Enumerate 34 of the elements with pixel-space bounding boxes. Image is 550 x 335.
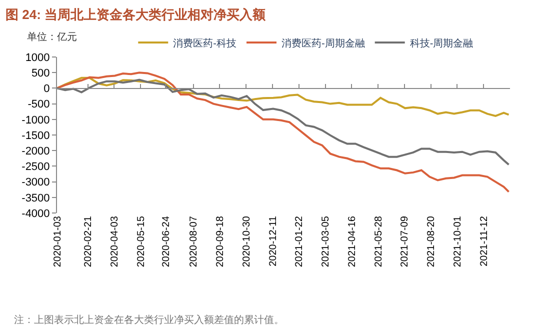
y-tick-label: -1500: [22, 130, 50, 142]
y-tick-label: -3000: [22, 176, 50, 189]
x-tick-label: 2020-01-03: [52, 216, 64, 268]
y-tick-label: -4000: [22, 208, 50, 220]
y-tick-label: -1000: [22, 114, 50, 126]
x-tick-label: 2021-01-22: [294, 216, 306, 268]
y-axis-title: 单位：亿元: [27, 31, 77, 43]
text: 注：上图表示北上资金在各大类行业净买入额差值的累计值。: [14, 314, 284, 326]
legend-label: 消费医药-周期金融: [281, 37, 365, 50]
x-tick-label: 2020-04-03: [109, 216, 120, 268]
x-tick-label: 2020-08-07: [188, 216, 200, 268]
x-tick-label: 2021-11-12: [478, 216, 490, 266]
y-tick-label: 1000: [25, 52, 50, 64]
y-tick-label: -2500: [22, 161, 50, 174]
y-tick-label: -500: [28, 98, 50, 111]
x-tick-label: 2020-10-30: [241, 216, 252, 268]
y-tick-label: -3500: [22, 192, 50, 204]
x-tick-label: 2020-02-21: [83, 216, 94, 268]
x-tick-label: 2020-09-18: [214, 216, 226, 268]
x-tick-label: 2021-04-16: [346, 216, 358, 268]
y-tick-label: 0: [44, 83, 50, 96]
x-tick-label: 2020-05-15: [136, 216, 147, 268]
x-tick-label: 2021-03-05: [320, 216, 332, 268]
x-tick-label: 2020-12-11: [268, 216, 279, 266]
legend-label: 消费医药-科技: [173, 37, 236, 50]
y-tick-label: 500: [31, 67, 50, 80]
x-tick-label: 2021-08-20: [426, 216, 438, 268]
legend-label: 科技-周期金融: [410, 37, 474, 50]
chart-title: 图 24: 当周北上资金各大类行业相对净买入额: [6, 7, 267, 22]
y-tick-label: -2000: [22, 145, 50, 158]
x-tick-label: 2021-07-09: [400, 216, 411, 268]
x-tick-label: 2020-06-24: [160, 216, 172, 268]
x-tick-label: 2021-05-28: [373, 216, 384, 268]
x-tick-label: 2021-10-01: [452, 216, 464, 268]
